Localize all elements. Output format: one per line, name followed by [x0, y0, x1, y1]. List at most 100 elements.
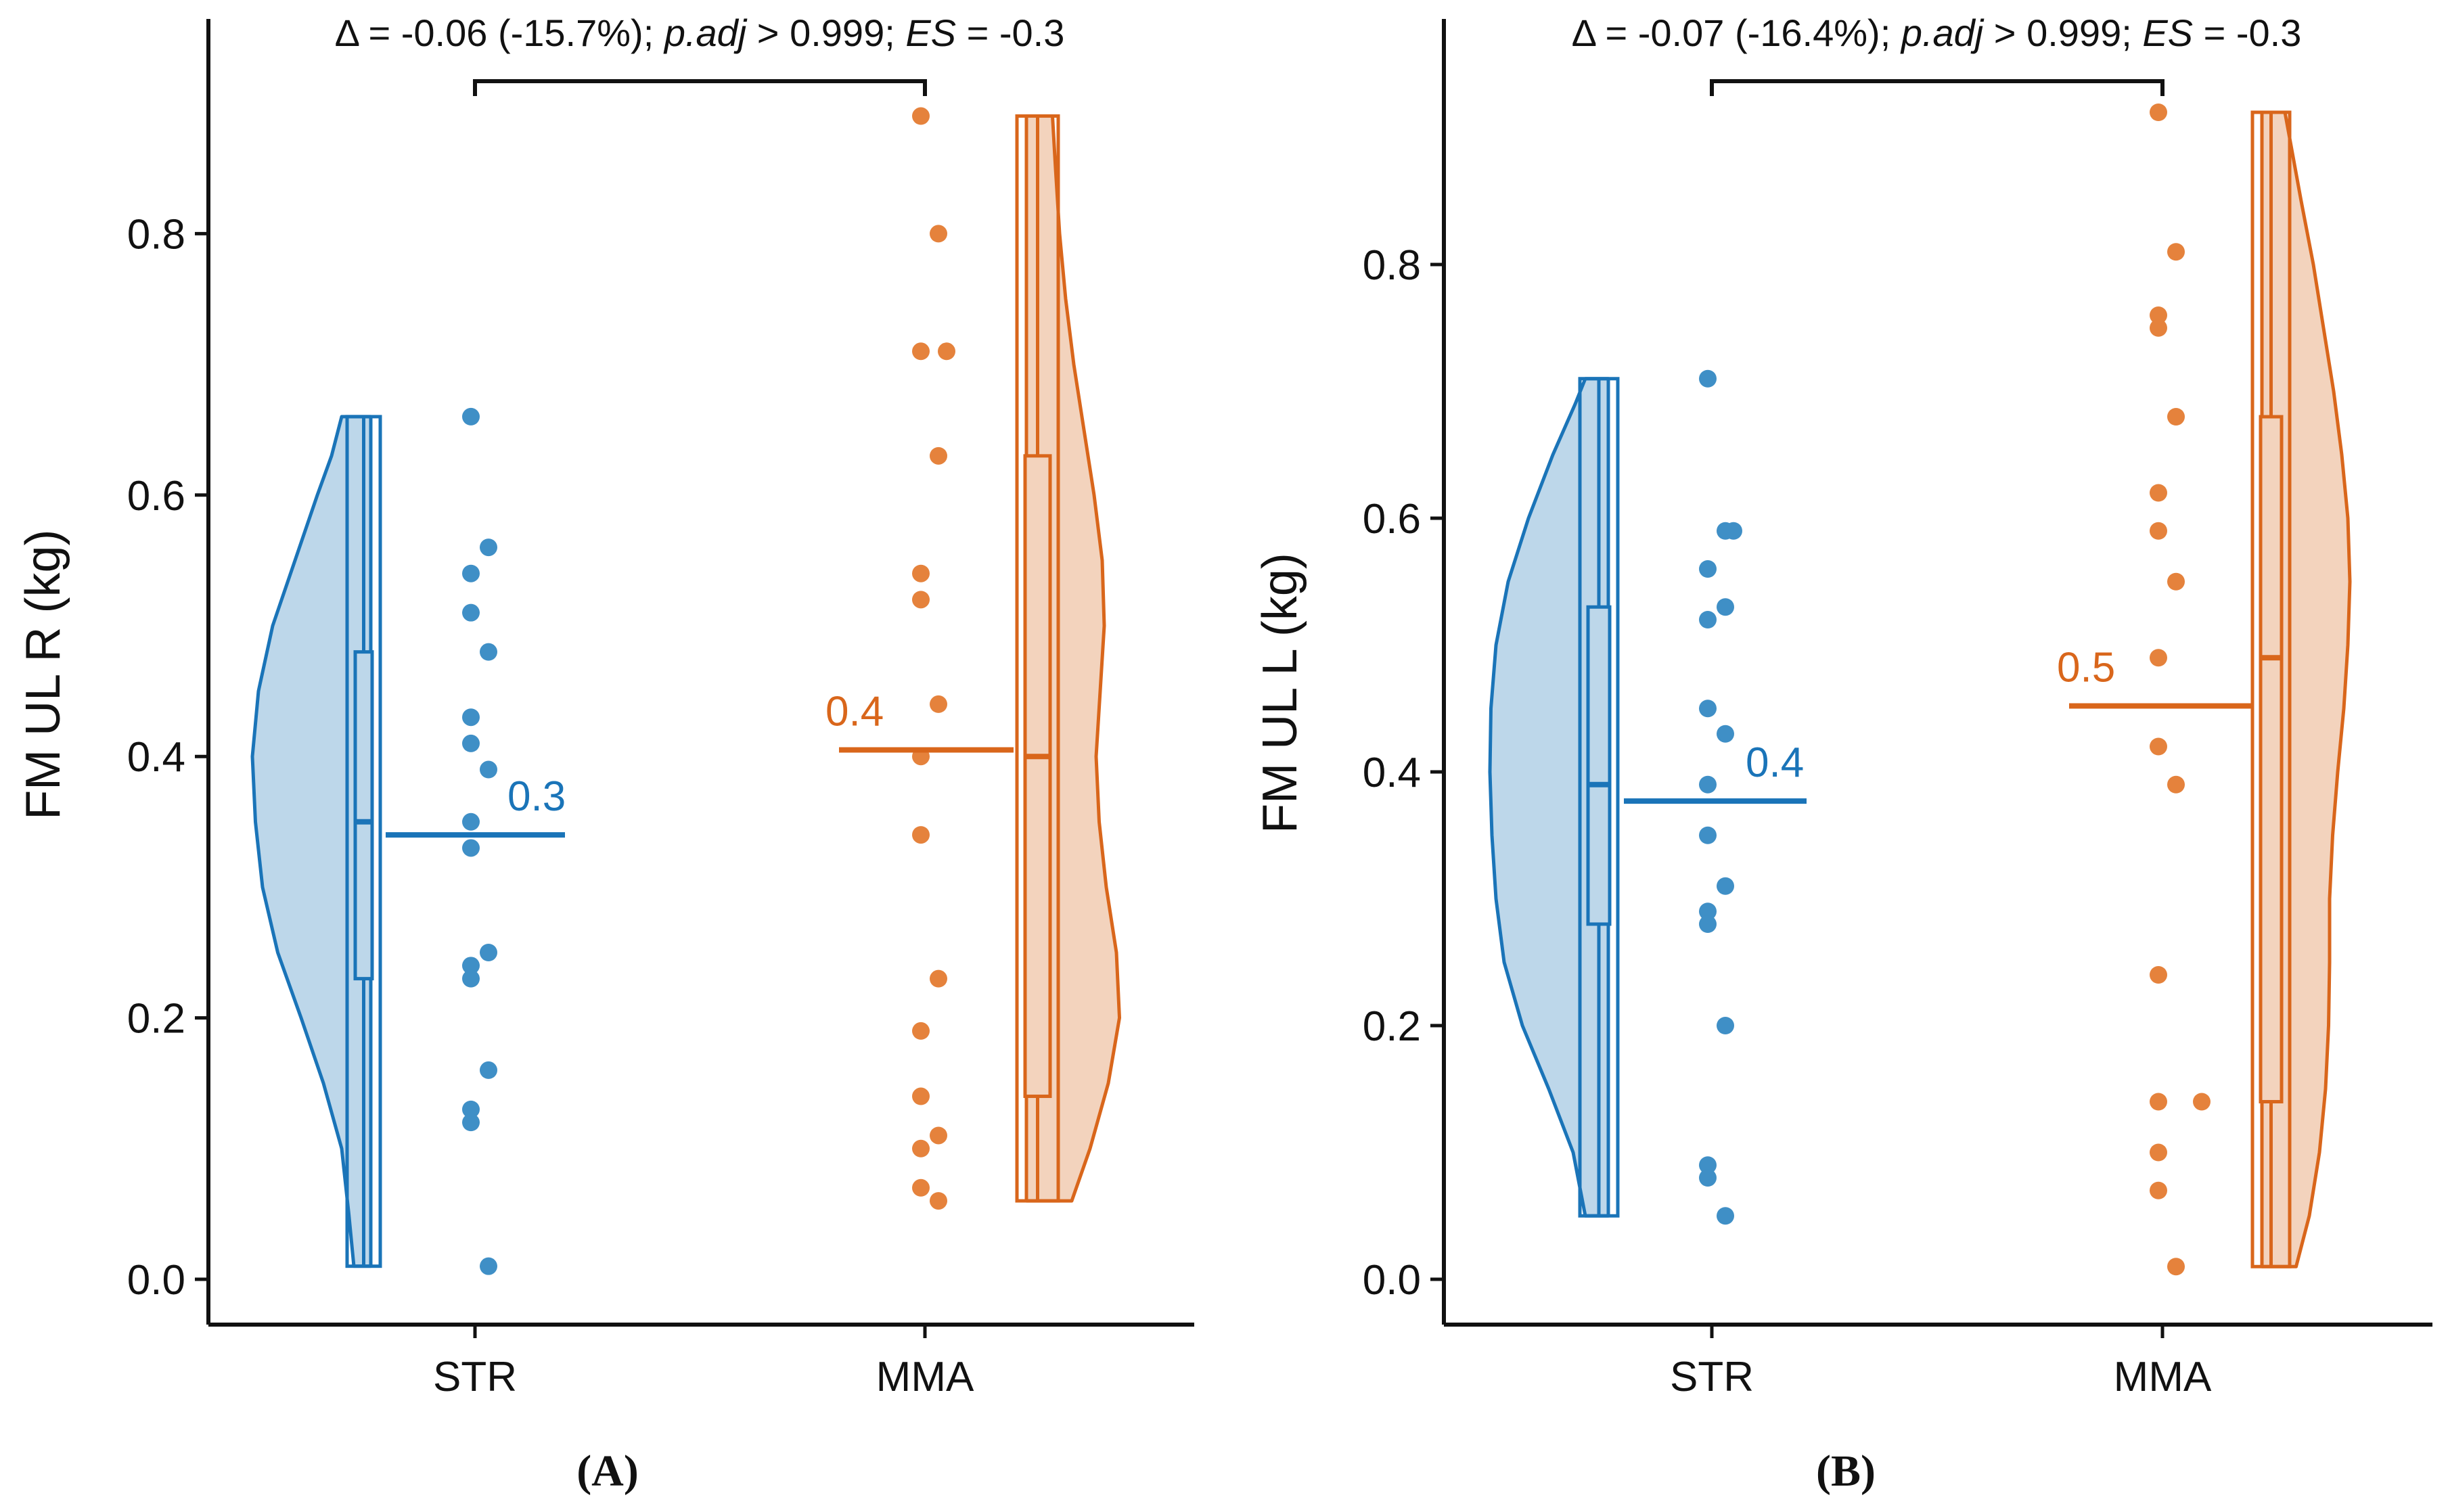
- box-range-str: [1578, 377, 1620, 1218]
- density-cloud-str: [250, 415, 373, 1268]
- data-point-str: [1699, 826, 1717, 844]
- data-point-str: [462, 734, 480, 752]
- mean-label-str: 0.4: [1746, 739, 1804, 786]
- data-point-str: [1699, 1156, 1717, 1174]
- data-point-str: [1699, 902, 1717, 921]
- box-iqr-str: [1586, 605, 1612, 926]
- box-iqr-str: [353, 650, 374, 981]
- box-range-mma: [2250, 110, 2292, 1268]
- x-tick-label-str: STR: [433, 1354, 517, 1400]
- data-point-mma: [912, 1178, 930, 1197]
- data-point-mma: [912, 591, 930, 609]
- data-point-mma: [2167, 572, 2185, 591]
- x-tick-label-mma: MMA: [2114, 1354, 2212, 1400]
- x-tick-label-mma: MMA: [876, 1354, 974, 1400]
- data-point-mma: [912, 826, 930, 844]
- annotation-part: = -0.3: [956, 12, 1064, 54]
- annotation-part: ES: [2142, 12, 2193, 54]
- data-point-str: [1717, 598, 1734, 616]
- data-point-str: [462, 969, 480, 988]
- data-point-str: [1699, 611, 1717, 628]
- y-tick-label: 0.2: [127, 996, 185, 1043]
- annotation-part: Δ = -0.06 (-15.7%);: [335, 12, 664, 54]
- data-point-mma: [912, 107, 930, 125]
- data-point-str: [1699, 369, 1717, 388]
- data-point-str: [480, 760, 497, 779]
- data-point-str: [462, 407, 480, 426]
- data-point-mma: [2150, 649, 2167, 667]
- data-point-str: [480, 944, 497, 961]
- data-point-str: [1699, 915, 1717, 933]
- data-point-str: [462, 1100, 480, 1118]
- panel-label: (A): [576, 1446, 639, 1496]
- y-axis-title: FM UL L (kg): [1253, 553, 1307, 833]
- data-point-str: [462, 708, 480, 727]
- y-tick-label: 0.2: [1363, 1003, 1421, 1050]
- data-point-mma: [938, 342, 955, 361]
- data-point-str: [1725, 522, 1742, 540]
- data-point-mma: [912, 342, 930, 361]
- data-point-str: [462, 1114, 480, 1132]
- data-point-mma: [2150, 319, 2167, 337]
- data-point-mma: [2150, 1143, 2167, 1162]
- y-tick-label: 0.0: [1363, 1257, 1421, 1304]
- chart-panel-a: 0.0 0.2 0.4 0.6 0.8 STR MMA FM UL R (kg) 0.3 0.4 Δ…: [16, 12, 1194, 1496]
- data-point-mma: [930, 446, 947, 465]
- box-range-str: [345, 415, 382, 1268]
- data-point-mma: [2150, 306, 2167, 324]
- data-point-mma: [2150, 104, 2167, 121]
- data-point-mma: [2193, 1093, 2211, 1111]
- mean-label-mma: 0.5: [2057, 645, 2115, 691]
- data-point-str: [462, 564, 480, 582]
- data-point-mma: [930, 1192, 947, 1210]
- panel-label: (B): [1816, 1446, 1876, 1496]
- y-tick-label: 0.4: [127, 734, 185, 781]
- data-point-mma: [912, 1139, 930, 1158]
- data-point-str: [462, 603, 480, 622]
- box-range-mma: [1015, 114, 1060, 1203]
- data-point-str: [1699, 775, 1717, 794]
- box-iqr-mma: [2259, 415, 2284, 1103]
- data-point-str: [480, 539, 497, 557]
- data-point-mma: [2150, 522, 2167, 540]
- data-point-mma: [2167, 243, 2185, 261]
- annotation-part: p.adj: [663, 12, 748, 54]
- data-point-mma: [2150, 1181, 2167, 1199]
- annotation-part: = -0.3: [2193, 12, 2301, 54]
- annotation-part: > 0.999;: [746, 12, 905, 54]
- comparison-bracket: [473, 79, 927, 96]
- y-tick-label: 0.4: [1363, 750, 1421, 796]
- y-tick-label: 0.8: [127, 211, 185, 258]
- y-tick-label: 0.8: [1363, 242, 1421, 289]
- data-point-str: [462, 839, 480, 857]
- data-point-str: [1717, 1207, 1734, 1225]
- mean-label-mma: 0.4: [825, 689, 884, 735]
- y-tick-label: 0.6: [127, 473, 185, 520]
- annotation-part: > 0.999;: [1983, 12, 2142, 54]
- comparison-annotation: Δ = -0.07 (-16.4%); p.adj > 0.999; ES = …: [1572, 12, 2302, 54]
- annotation-part: Δ = -0.07 (-16.4%);: [1572, 12, 1901, 54]
- mean-label-str: 0.3: [507, 773, 566, 820]
- data-point-mma: [2150, 1093, 2167, 1111]
- comparison-annotation: Δ = -0.06 (-15.7%); p.adj > 0.999; ES = …: [335, 12, 1065, 54]
- box-iqr-mma: [1023, 454, 1052, 1099]
- data-point-str: [1717, 725, 1734, 743]
- data-point-str: [462, 957, 480, 975]
- data-point-mma: [930, 225, 947, 243]
- data-point-str: [480, 1061, 497, 1079]
- data-point-mma: [912, 1087, 930, 1105]
- data-point-mma: [912, 564, 930, 582]
- data-point-mma: [2167, 408, 2185, 426]
- x-tick-label-str: STR: [1670, 1354, 1754, 1400]
- data-point-str: [1699, 1169, 1717, 1187]
- y-axis-title: FM UL R (kg): [16, 529, 70, 819]
- data-point-mma: [2150, 737, 2167, 756]
- data-point-str: [462, 812, 480, 831]
- comparison-bracket: [1710, 79, 2164, 96]
- data-point-mma: [2167, 1258, 2185, 1276]
- data-point-mma: [2150, 966, 2167, 984]
- y-tick-label: 0.6: [1363, 496, 1421, 543]
- annotation-part: p.adj: [1900, 12, 1985, 54]
- chart-panel-b: 0.0 0.2 0.4 0.6 0.8 STR MMA FM UL L (kg) 0.4 0.5 Δ…: [1253, 12, 2432, 1496]
